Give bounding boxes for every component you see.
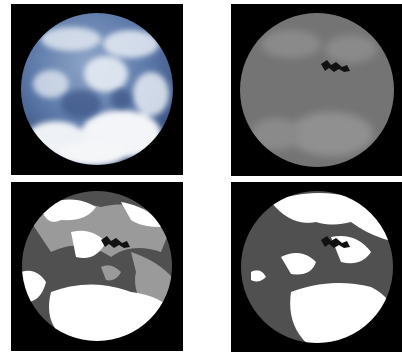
binary-cloud-mask bbox=[231, 182, 402, 352]
grayscale-sky-svg bbox=[231, 4, 402, 176]
sky-disc bbox=[21, 13, 173, 165]
gray-disc bbox=[240, 13, 394, 167]
mask-disc bbox=[241, 191, 393, 343]
dark-artifact bbox=[321, 60, 350, 72]
three-level-segmentation bbox=[11, 182, 183, 351]
grayscale-sky-image bbox=[231, 4, 402, 176]
binary-mask-svg bbox=[231, 182, 402, 352]
segmented-disc bbox=[22, 191, 172, 341]
original-sky-svg bbox=[11, 4, 183, 175]
three-level-svg bbox=[11, 182, 183, 351]
original-sky-image bbox=[11, 4, 183, 175]
